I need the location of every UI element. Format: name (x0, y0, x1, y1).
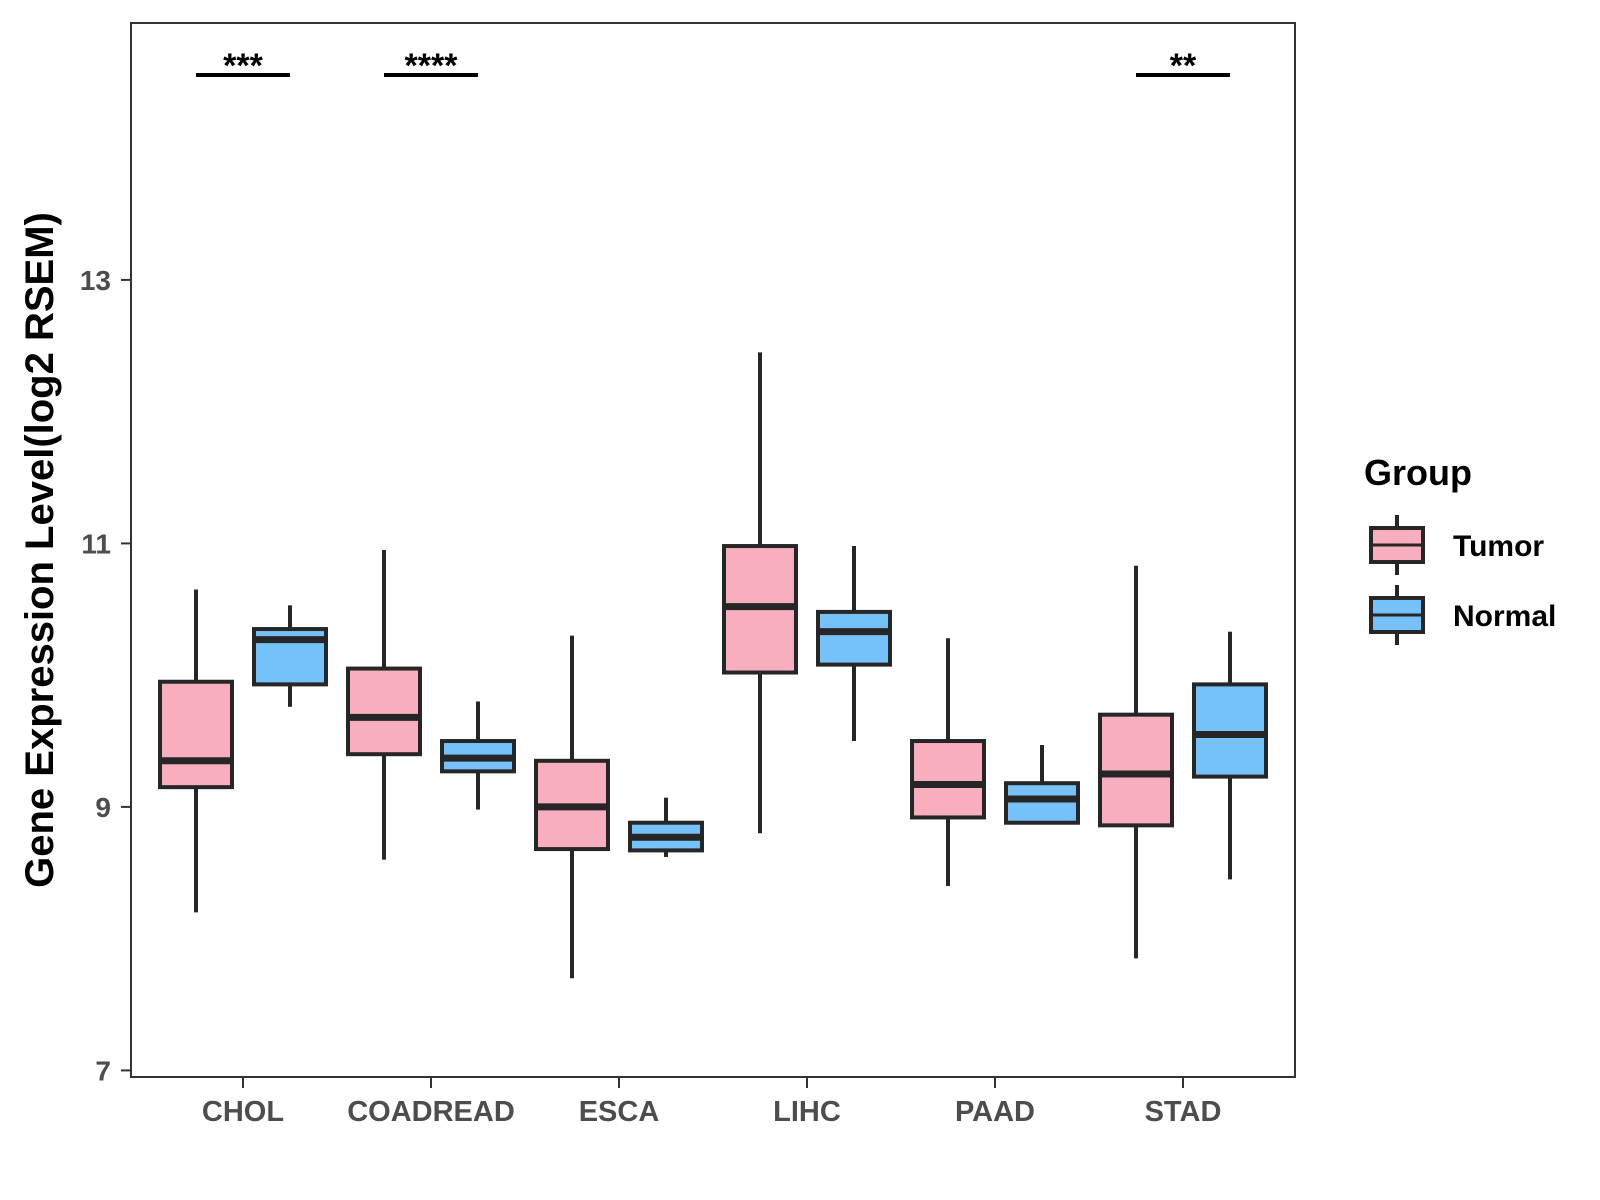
box-iqr (346, 666, 422, 757)
y-tick-label-13: 13 (80, 265, 111, 296)
box-lihc-tumor (722, 352, 798, 834)
box-iqr (158, 679, 234, 790)
sig-label-coadread: **** (405, 47, 459, 85)
box-chol-normal (252, 605, 328, 707)
box-esca-normal (628, 797, 704, 857)
y-tick-label-11: 11 (81, 528, 111, 559)
legend-label-normal: Normal (1453, 600, 1556, 633)
x-tick-label-esca: ESCA (579, 1096, 660, 1128)
box-esca-tumor (534, 635, 610, 979)
panel-border (130, 22, 1296, 1078)
box-coadread-normal (440, 701, 516, 810)
box-iqr (816, 609, 892, 667)
x-tick-label-coadread: COADREAD (347, 1096, 515, 1128)
box-coadread-tumor (346, 550, 422, 860)
box-iqr (1098, 712, 1174, 828)
legend-title: Group (1364, 452, 1472, 493)
x-tick-label-paad: PAAD (955, 1096, 1035, 1128)
legend-item-normal: Normal (1369, 585, 1556, 645)
y-axis-title: Gene Expression Level(log2 RSEM) (18, 212, 62, 888)
box-iqr (910, 739, 986, 820)
legend-item-tumor: Tumor (1369, 515, 1544, 575)
box-stad-tumor (1098, 565, 1174, 959)
x-tick-label-stad: STAD (1145, 1096, 1222, 1128)
x-axis: CHOL COADREAD ESCA LIHC PAAD STAD (202, 1077, 1221, 1128)
box-paad-normal (1004, 744, 1080, 825)
sig-label-chol: *** (223, 47, 263, 85)
legend-label-tumor: Tumor (1453, 530, 1544, 563)
y-tick-label-7: 7 (95, 1055, 111, 1086)
y-axis: 7 9 11 13 (80, 265, 131, 1086)
y-tick-label-9: 9 (95, 792, 111, 823)
boxes-layer (158, 352, 1268, 979)
legend: Group Tumor Normal (1364, 452, 1556, 645)
x-tick-label-chol: CHOL (202, 1096, 284, 1128)
box-chol-tumor (158, 589, 234, 913)
x-tick-label-lihc: LIHC (773, 1096, 841, 1128)
sig-label-stad: ** (1170, 47, 1197, 85)
box-stad-normal (1192, 631, 1268, 880)
box-iqr (1004, 781, 1080, 825)
significance-layer: *** **** ** (196, 47, 1230, 85)
box-paad-tumor (910, 638, 986, 886)
box-iqr (1192, 682, 1268, 779)
box-lihc-normal (816, 546, 892, 742)
